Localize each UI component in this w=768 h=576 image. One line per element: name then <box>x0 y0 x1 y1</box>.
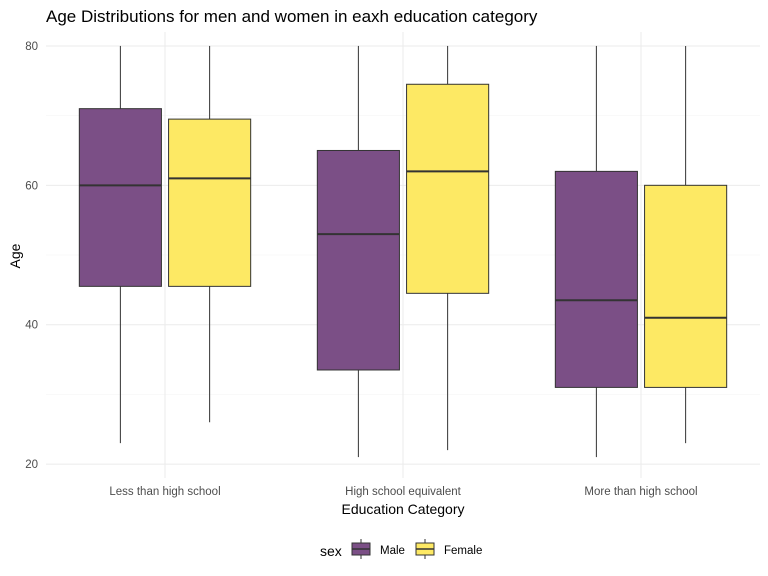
legend-key-female: Female <box>415 539 482 559</box>
y-axis-title: Age <box>7 243 23 268</box>
box-male-2 <box>554 45 638 458</box>
legend-label: Male <box>380 545 405 557</box>
box-female-2 <box>644 45 728 444</box>
legend-label: Female <box>444 545 482 557</box>
x-tick-label: High school equivalent <box>345 486 462 498</box>
legend-key-male: Male <box>351 539 405 559</box>
y-tick-label: 80 <box>25 41 38 53</box>
y-tick-label: 60 <box>25 180 38 192</box>
iqr-box <box>168 118 252 287</box>
box-female-0 <box>168 45 252 423</box>
grid <box>46 32 760 478</box>
iqr-box <box>316 149 400 371</box>
chart-title: Age Distributions for men and women in e… <box>46 7 538 26</box>
box-layer <box>78 45 728 458</box>
x-tick-label: Less than high school <box>109 486 220 498</box>
box-male-0 <box>78 45 162 444</box>
box-female-1 <box>406 45 490 451</box>
tick-labels: 20 40 60 80 Less than high school High school… <box>25 41 697 498</box>
iqr-box <box>554 170 638 388</box>
iqr-box <box>406 83 490 294</box>
iqr-box <box>78 108 162 287</box>
box-male-1 <box>316 45 400 458</box>
legend: sex Male Female <box>320 539 482 559</box>
y-tick-label: 20 <box>25 459 38 471</box>
iqr-box <box>644 184 728 388</box>
x-axis-title: Education Category <box>342 501 465 517</box>
legend-title: sex <box>320 543 342 559</box>
x-tick-label: More than high school <box>584 486 697 498</box>
y-tick-label: 40 <box>25 320 38 332</box>
